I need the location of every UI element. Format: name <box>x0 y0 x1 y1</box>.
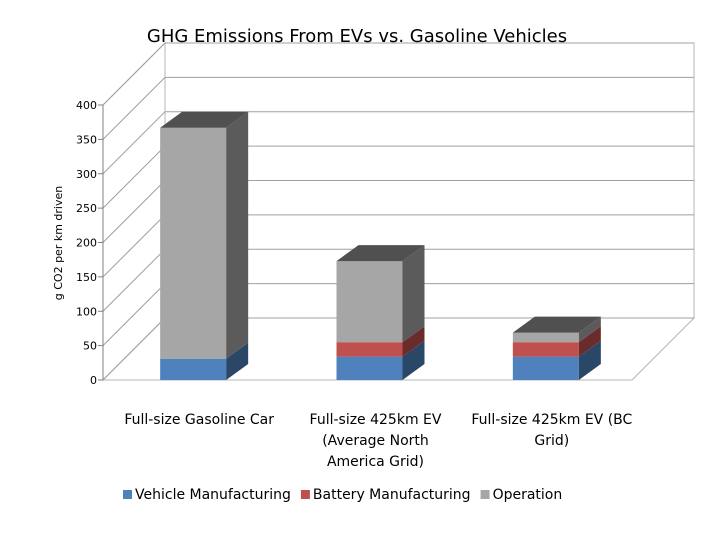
legend-label: Battery Manufacturing <box>313 487 471 503</box>
bar-side <box>402 245 425 343</box>
y-tick-label: 300 <box>76 168 97 181</box>
category-label: Full-size 425km EV (BC Grid) <box>471 412 632 449</box>
chart-title: GHG Emissions From EVs vs. Gasoline Vehi… <box>147 26 567 47</box>
gridline <box>102 76 694 140</box>
y-tick-label: 400 <box>76 99 97 112</box>
bar-side <box>402 340 425 380</box>
legend-label: Vehicle Manufacturing <box>135 487 291 503</box>
y-tick-label: 250 <box>76 202 97 215</box>
bar-front <box>512 356 579 380</box>
y-tick-label: 200 <box>76 237 97 250</box>
y-tick-label: 100 <box>76 305 97 318</box>
bar-front <box>512 342 579 357</box>
y-axis-ticks: 0 50 100 150 200 250 300 350 400 <box>76 99 97 387</box>
bar-side <box>578 316 601 343</box>
y-tick-label: 0 <box>90 374 97 387</box>
category-label: Full-size Gasoline Car <box>124 412 274 428</box>
legend-swatch <box>480 490 490 499</box>
legend-swatch <box>300 490 310 499</box>
bar-front <box>336 261 403 343</box>
legend: Vehicle Manufacturing Battery Manufacturi… <box>123 487 562 503</box>
bar-side <box>578 326 601 357</box>
category-label: Full-size 425km EV (Average North America … <box>310 412 442 470</box>
y-tick-label: 50 <box>83 340 97 353</box>
bar-front <box>336 342 403 357</box>
bar-2-series-1 <box>512 326 601 357</box>
bar-top <box>512 316 601 333</box>
bars <box>160 111 601 380</box>
bar-top <box>336 245 425 262</box>
y-tick-label: 350 <box>76 133 97 146</box>
bar-1-series-2 <box>336 245 425 343</box>
bar-top <box>160 111 249 128</box>
y-axis-label: g CO2 per km driven <box>52 186 65 301</box>
bar-side <box>226 342 249 380</box>
bar-front <box>336 356 403 380</box>
bar-side <box>226 111 249 359</box>
bar-1-series-0 <box>336 340 425 380</box>
bar-front <box>160 127 227 359</box>
gridline <box>102 42 694 106</box>
bar-front <box>512 332 579 343</box>
bar-1-series-1 <box>336 326 425 357</box>
bar-front <box>160 358 227 380</box>
bar-2-series-0 <box>512 340 601 380</box>
bar-0-series-0 <box>160 342 249 380</box>
bar-side <box>578 340 601 380</box>
gridline <box>102 111 694 175</box>
y-tick-label: 150 <box>76 271 97 284</box>
category-labels: Full-size Gasoline Car Full-size 425km EV… <box>124 412 632 470</box>
bar-0-series-2 <box>160 111 249 359</box>
bar-side <box>402 326 425 357</box>
legend-swatch <box>123 490 132 499</box>
legend-label: Operation <box>493 487 563 503</box>
bar-2-series-2 <box>512 316 601 343</box>
